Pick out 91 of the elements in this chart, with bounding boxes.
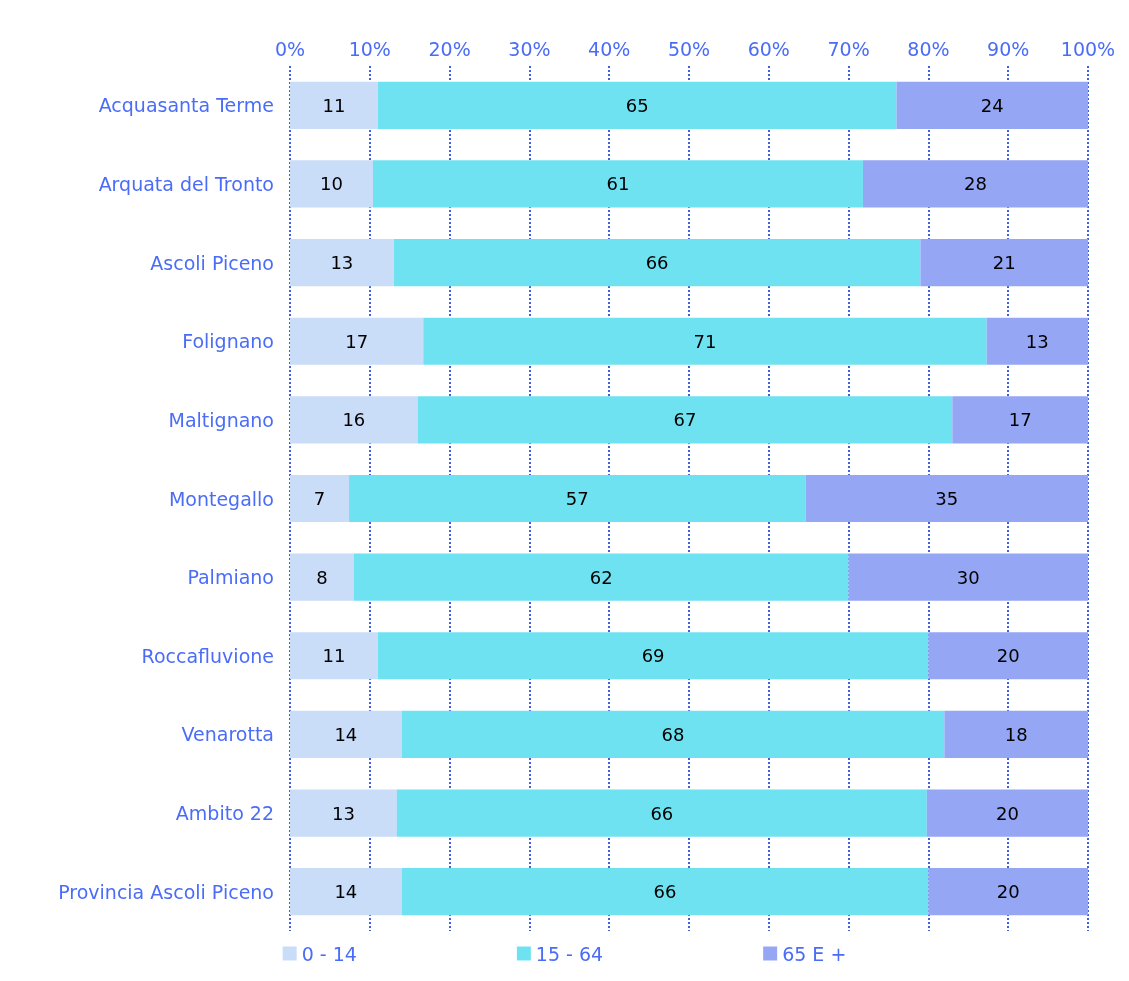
y-tick-label: Montegallo — [168, 487, 274, 510]
bar — [928, 868, 1088, 916]
bar — [290, 868, 402, 916]
data-label: 17 — [1008, 409, 1032, 431]
bar — [952, 396, 1088, 444]
bar — [290, 553, 354, 601]
y-tick-label: Venarotta — [181, 723, 274, 746]
bar — [401, 710, 945, 758]
x-tick-label: 100% — [1060, 37, 1116, 60]
data-label: 11 — [322, 645, 346, 667]
data-label: 69 — [641, 645, 665, 667]
data-label: 14 — [334, 881, 358, 903]
data-label: 68 — [661, 723, 685, 745]
bar — [928, 632, 1088, 680]
x-tick-label: 70% — [827, 37, 870, 60]
data-label: 13 — [332, 802, 355, 824]
data-label: 13 — [1025, 330, 1049, 352]
bar — [986, 317, 1088, 365]
x-tick-label: 10% — [348, 37, 391, 60]
legend-label: 65 E + — [782, 942, 847, 965]
bar — [944, 710, 1088, 758]
data-label: 66 — [650, 802, 674, 824]
x-tick-label: 40% — [588, 37, 631, 60]
bar — [349, 474, 806, 523]
bar — [423, 317, 987, 365]
data-label: 71 — [693, 330, 717, 352]
bar — [401, 868, 929, 916]
data-label: 28 — [964, 173, 987, 195]
y-tick-label: Acquasanta Terme — [98, 94, 274, 117]
data-label: 20 — [996, 645, 1020, 667]
data-label: 11 — [322, 94, 346, 116]
data-label: 24 — [980, 94, 1004, 116]
y-tick-label: Ambito 22 — [175, 802, 274, 825]
y-tick-label: Folignano — [182, 330, 274, 353]
x-tick-label: 90% — [987, 37, 1030, 60]
bar — [417, 396, 953, 444]
bar — [377, 81, 897, 129]
y-tick-label: Roccafluvione — [141, 644, 274, 667]
x-tick-label: 60% — [747, 37, 790, 60]
bar — [290, 789, 397, 837]
bar — [372, 160, 863, 208]
data-label: 66 — [645, 252, 669, 274]
data-label: 16 — [342, 409, 366, 431]
data-label: 61 — [606, 173, 630, 195]
bar — [862, 160, 1088, 208]
data-label: 13 — [330, 252, 354, 274]
y-tick-label: Ascoli Piceno — [150, 251, 274, 274]
bar — [290, 474, 350, 523]
data-label: 35 — [935, 488, 959, 509]
y-tick-label: Maltignano — [168, 408, 274, 431]
data-label: 66 — [653, 881, 677, 903]
data-label: 7 — [313, 488, 326, 509]
data-label: 30 — [956, 566, 980, 588]
bar — [896, 81, 1088, 129]
data-label: 10 — [320, 173, 343, 195]
data-label: 17 — [345, 330, 369, 352]
bar — [805, 474, 1088, 523]
bar — [290, 81, 378, 129]
bar — [848, 553, 1088, 601]
bar — [290, 239, 394, 287]
data-label: 20 — [995, 802, 1019, 824]
bar — [290, 710, 402, 758]
legend-label: 15 - 64 — [535, 942, 604, 965]
data-label: 62 — [589, 566, 613, 588]
bar — [290, 317, 424, 365]
data-label: 65 — [625, 94, 649, 116]
data-label: 21 — [992, 252, 1016, 274]
x-tick-label: 0% — [274, 37, 306, 60]
data-label: 20 — [996, 881, 1020, 903]
data-label: 14 — [334, 723, 358, 745]
bar — [377, 632, 929, 680]
bar — [393, 239, 921, 287]
y-tick-label: Arquata del Tronto — [98, 172, 274, 195]
x-tick-label: 50% — [667, 37, 711, 60]
data-label: 8 — [316, 566, 328, 588]
y-tick-label: Palmiano — [187, 566, 274, 589]
bar — [290, 632, 378, 680]
legend-label: 0 - 14 — [301, 942, 357, 965]
bar — [396, 789, 927, 837]
data-label: 67 — [673, 409, 697, 431]
bar — [920, 239, 1088, 287]
x-tick-label: 20% — [428, 37, 471, 60]
bar — [290, 160, 373, 208]
bar — [290, 396, 418, 444]
bar — [926, 789, 1088, 837]
data-label: 57 — [565, 488, 589, 509]
x-tick-label: 80% — [907, 37, 950, 60]
bar — [353, 553, 849, 601]
y-tick-label: Provincia Ascoli Piceno — [58, 880, 274, 903]
x-tick-label: 30% — [508, 37, 551, 60]
data-label: 18 — [1004, 723, 1028, 745]
